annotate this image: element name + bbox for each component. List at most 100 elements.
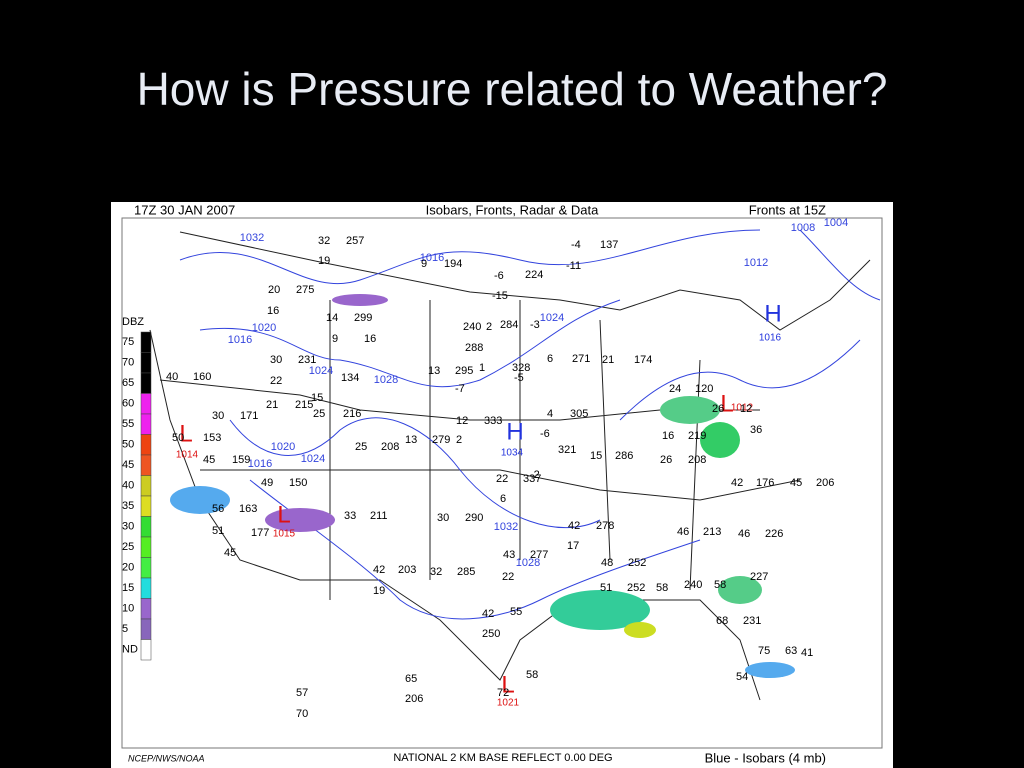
pressure-center: L	[277, 501, 290, 528]
station-value: 15	[590, 450, 602, 462]
station-value: 295	[455, 365, 473, 377]
station-value: 285	[457, 566, 475, 578]
station-value: 252	[628, 557, 646, 569]
station-value: 13	[405, 434, 417, 446]
station-value: 211	[370, 510, 388, 522]
isobar-lines	[179, 229, 881, 620]
station-value: 159	[232, 454, 250, 466]
station-value: 12	[740, 403, 752, 415]
isobar-label: 1020	[252, 322, 276, 334]
station-value: 257	[346, 235, 364, 247]
station-value: 227	[750, 571, 768, 583]
boundaries	[149, 231, 871, 701]
station-value: 30	[212, 410, 224, 422]
station-value: 321	[558, 444, 576, 456]
isobar-label: 1024	[309, 365, 333, 377]
legend-label: 60	[122, 397, 134, 409]
legend-swatch	[140, 331, 152, 353]
station-value: -4	[571, 239, 581, 251]
legend-label: 10	[122, 602, 134, 614]
station-value: 58	[656, 582, 668, 594]
dbz-legend: DBZ 75 70 65 60 55 50 45 40 35 30 25 20 15 10 5 ND	[122, 316, 152, 661]
legend-swatch	[140, 372, 152, 394]
station-value: 65	[405, 673, 417, 685]
isobar-label: 1004	[824, 217, 848, 229]
legend-label: 55	[122, 418, 134, 430]
station-value: 284	[500, 319, 518, 331]
station-value: 6	[547, 353, 553, 365]
station-value: 43	[503, 549, 515, 561]
station-value: 203	[398, 564, 416, 576]
station-value: 240	[463, 321, 481, 333]
station-value: 25	[355, 441, 367, 453]
station-value: 22	[270, 375, 282, 387]
pressure-center: L	[720, 390, 733, 417]
legend-swatch	[140, 536, 152, 558]
station-value: 46	[738, 528, 750, 540]
station-value: 278	[596, 520, 614, 532]
station-value: -6	[540, 428, 550, 440]
center-pressure: 1012	[731, 403, 754, 414]
isobar-label: 1028	[374, 374, 398, 386]
station-value: 226	[765, 528, 783, 540]
legend-swatch	[140, 434, 152, 456]
station-value: 163	[239, 503, 257, 515]
isobar-label: 1016	[420, 252, 444, 264]
isobar-label: 1008	[791, 222, 815, 234]
legend-label: 5	[122, 623, 128, 635]
station-value: 45	[203, 454, 215, 466]
station-value: 6	[500, 493, 506, 505]
isobar-label: 1032	[240, 232, 264, 244]
station-value: 213	[703, 526, 721, 538]
pressure-center: H	[506, 418, 523, 445]
map-frame	[121, 217, 883, 749]
station-value: 22	[496, 473, 508, 485]
isobar-label: 1020	[271, 441, 295, 453]
station-value: 215	[295, 399, 313, 411]
station-value: 134	[341, 372, 359, 384]
station-value: -15	[492, 290, 508, 302]
legend-swatch	[140, 475, 152, 497]
station-value: 70	[296, 708, 308, 720]
station-value: 20	[268, 284, 280, 296]
isobar-label: 1024	[301, 453, 325, 465]
station-value: 160	[193, 371, 211, 383]
station-value: 57	[296, 687, 308, 699]
station-value: 337	[523, 473, 541, 485]
station-value: 21	[266, 399, 278, 411]
station-value: 30	[270, 354, 282, 366]
legend-label: 30	[122, 520, 134, 532]
station-value: 50	[172, 432, 184, 444]
station-value: -6	[494, 270, 504, 282]
station-value: 174	[634, 354, 652, 366]
station-value: 41	[801, 647, 813, 659]
legend-label: 15	[122, 582, 134, 594]
radar-echoes	[170, 294, 795, 678]
isobar-label: 1016	[228, 334, 252, 346]
map-time: 17Z 30 JAN 2007	[134, 202, 235, 217]
station-value: 240	[684, 579, 702, 591]
station-value: 231	[743, 615, 761, 627]
station-value: -7	[455, 383, 465, 395]
station-value: 49	[261, 477, 273, 489]
station-value: 13	[428, 365, 440, 377]
map-title: Isobars, Fronts, Radar & Data	[426, 202, 599, 217]
center-pressure: 1034	[501, 448, 524, 459]
station-value: 36	[750, 424, 762, 436]
station-value: 137	[600, 239, 618, 251]
legend-swatch	[140, 557, 152, 579]
station-value: 120	[695, 383, 713, 395]
station-value: 206	[816, 477, 834, 489]
station-value: 46	[677, 526, 689, 538]
isobar-key: Blue - Isobars (4 mb)	[705, 750, 826, 765]
station-value: 40	[166, 371, 178, 383]
isobar-label: 1028	[516, 557, 540, 569]
station-value: 12	[456, 415, 468, 427]
station-value: 54	[736, 671, 748, 683]
legend-label: 40	[122, 479, 134, 491]
station-value: 176	[756, 477, 774, 489]
station-value: 51	[600, 582, 612, 594]
legend-label: 20	[122, 561, 134, 573]
